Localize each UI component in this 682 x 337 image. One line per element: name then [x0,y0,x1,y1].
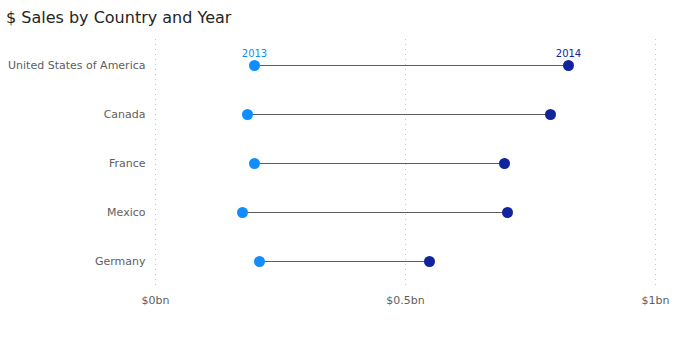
svg-text:Canada: Canada [104,108,146,121]
svg-text:$1bn: $1bn [642,294,670,307]
svg-text:$0bn: $0bn [142,294,170,307]
svg-text:United States of America: United States of America [8,59,145,72]
svg-text:Mexico: Mexico [107,206,146,219]
svg-text:$0.5bn: $0.5bn [386,294,424,307]
html-text:$ Sales by Country and Year: $ Sales by Country and Year [6,8,232,27]
svg-text:2014: 2014 [556,48,581,59]
svg-text:2013: 2013 [242,48,267,59]
svg-text:Germany: Germany [95,255,146,268]
svg-text:France: France [109,157,146,170]
